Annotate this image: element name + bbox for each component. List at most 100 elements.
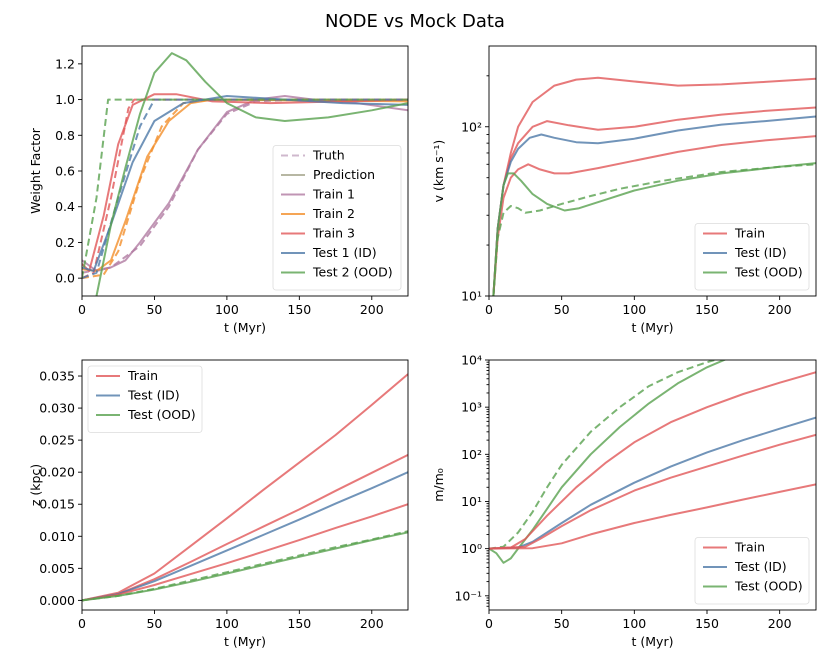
series-line <box>489 360 727 564</box>
x-tick-label: 0 <box>78 616 86 631</box>
y-tick-label: 0.025 <box>39 433 75 448</box>
series-line <box>82 531 408 602</box>
series-line <box>82 95 408 272</box>
y-axis-label: Weight Factor <box>28 127 43 214</box>
y-tick-label: 10⁰ <box>461 541 482 556</box>
series-line <box>492 162 816 296</box>
x-tick-label: 0 <box>78 302 86 317</box>
series-line <box>82 454 408 602</box>
y-tick-label: 0.6 <box>55 164 75 179</box>
y-axis-label: m/m₀ <box>431 468 446 502</box>
figure-title: NODE vs Mock Data <box>325 11 505 32</box>
x-tick-label: 150 <box>287 616 311 631</box>
legend-label: Test (OOD) <box>734 579 803 594</box>
series-line <box>82 98 408 280</box>
y-tick-label: 1.2 <box>55 56 75 71</box>
legend-label: Train <box>734 540 765 555</box>
x-axis-label: t (Myr) <box>632 320 674 335</box>
series-line <box>95 52 408 296</box>
y-tick-label: 10¹ <box>461 289 482 304</box>
series-line <box>489 371 816 550</box>
legend-label: Truth <box>312 148 345 163</box>
x-tick-label: 100 <box>215 302 239 317</box>
y-tick-label: 10² <box>461 119 482 134</box>
y-tick-label: 0.010 <box>39 529 75 544</box>
series-line <box>489 416 816 550</box>
legend-label: Train <box>127 368 158 383</box>
legend-label: Prediction <box>313 167 375 182</box>
legend-label: Train 1 <box>312 187 355 202</box>
legend: Train Test (ID) Test (OOD) <box>694 537 810 605</box>
legend-label: Test (ID) <box>127 388 180 403</box>
panel-weight-factor: 0 50 100 150 200 0.0 0.2 0.4 0.6 0.8 1.0 1.2 t (Myr)… <box>28 45 409 335</box>
x-tick-label: 100 <box>622 302 646 317</box>
y-tick-label: 0.8 <box>55 128 75 143</box>
x-tick-label: 150 <box>287 302 311 317</box>
series-line <box>489 360 719 550</box>
x-tick-label: 50 <box>146 302 162 317</box>
y-axis-label: v (km s⁻¹) <box>431 140 446 203</box>
legend-label: Test (OOD) <box>127 407 196 422</box>
series-group <box>82 52 408 296</box>
axes-frame <box>488 45 817 297</box>
x-tick-label: 100 <box>215 616 239 631</box>
panel-velocity: 0 50 100 150 200 10¹ 10² t (Myr) v (km s⁻¹) Train… <box>431 45 817 335</box>
y-tick-label: 1.0 <box>55 92 75 107</box>
x-tick-label: 100 <box>622 616 646 631</box>
series-line <box>82 98 408 280</box>
x-tick-label: 0 <box>485 616 493 631</box>
x-axis-label: t (Myr) <box>224 634 266 649</box>
x-tick-label: 150 <box>695 616 719 631</box>
panel-mass: 0 50 100 150 200 10⁻¹ 10⁰ 10¹ 10² 10³ 10⁴ t (Myr) m/… <box>431 353 817 649</box>
y-tick-label: 10⁻¹ <box>454 588 482 603</box>
y-tick-label: 10³ <box>461 400 482 415</box>
axes-frame <box>81 359 409 611</box>
y-tick-label: 10⁴ <box>461 353 482 368</box>
legend-label: Train <box>734 226 765 241</box>
x-tick-label: 200 <box>768 302 792 317</box>
legend: Train Test (ID) Test (OOD) <box>87 365 203 433</box>
legend-label: Train 3 <box>312 226 355 241</box>
series-line <box>492 135 816 296</box>
y-tick-label: 0.2 <box>55 235 75 250</box>
y-tick-label: 10¹ <box>461 494 482 509</box>
series-line <box>489 433 816 550</box>
series-group <box>492 76 816 296</box>
y-tick-label: 0.035 <box>39 369 75 384</box>
legend-label: Test (ID) <box>734 245 787 260</box>
series-line <box>492 163 816 296</box>
y-tick-label: 0.015 <box>39 497 75 512</box>
y-tick-label: 0.000 <box>39 593 75 608</box>
y-tick-label: 0.4 <box>55 199 75 214</box>
series-line <box>489 483 816 550</box>
legend-label: Test 1 (ID) <box>312 245 377 260</box>
x-tick-label: 200 <box>360 616 384 631</box>
axes-frame <box>488 359 817 611</box>
y-axis-label: z (kpc) <box>28 464 43 506</box>
series-line <box>82 93 408 272</box>
y-tick-label: 10² <box>461 447 482 462</box>
series-line <box>82 503 408 602</box>
legend: Truth Prediction Train 1 Train 2 Train 3 Test… <box>272 145 402 291</box>
series-line <box>82 373 408 602</box>
x-axis-label: t (Myr) <box>224 320 266 335</box>
x-tick-label: 50 <box>554 302 570 317</box>
series-group <box>82 373 408 602</box>
legend: Train Test (ID) Test (OOD) <box>694 223 810 291</box>
legend-label: Test 2 (OOD) <box>312 265 393 280</box>
x-tick-label: 50 <box>146 616 162 631</box>
x-tick-label: 200 <box>360 302 384 317</box>
y-tick-label: 0.0 <box>55 271 75 286</box>
x-axis-label: t (Myr) <box>632 634 674 649</box>
x-tick-label: 50 <box>554 616 570 631</box>
y-tick-label: 0.030 <box>39 401 75 416</box>
legend-label: Train 2 <box>312 206 355 221</box>
x-tick-label: 200 <box>768 616 792 631</box>
series-group <box>489 360 816 564</box>
legend-label: Test (OOD) <box>734 265 803 280</box>
series-line <box>82 471 408 602</box>
y-tick-label: 0.020 <box>39 465 75 480</box>
legend-label: Test (ID) <box>734 559 787 574</box>
x-tick-label: 0 <box>485 302 493 317</box>
